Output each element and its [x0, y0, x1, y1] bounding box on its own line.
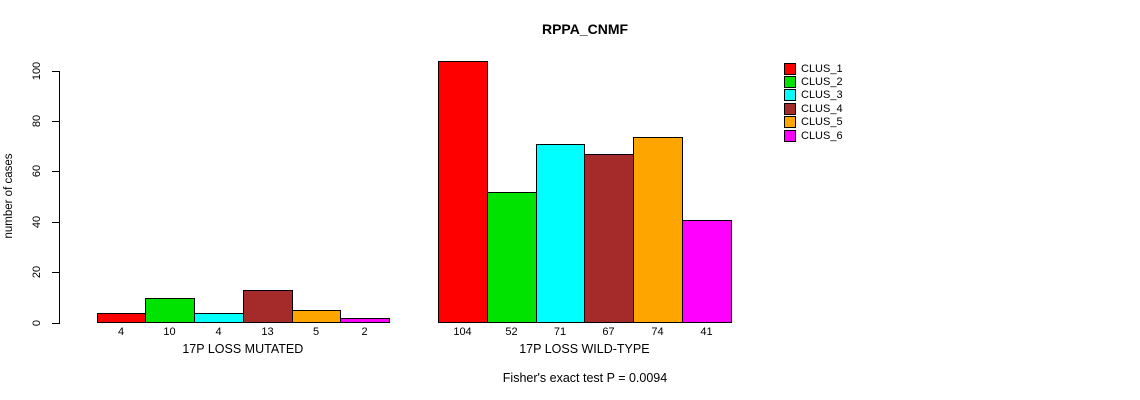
y-axis-tick-label: 40	[31, 215, 43, 229]
legend-item-clus_1: CLUS_1	[784, 62, 843, 75]
bar-clus_3	[194, 313, 244, 323]
bar-clus_6	[682, 220, 732, 323]
legend-label: CLUS_5	[801, 116, 843, 129]
y-axis-tick	[52, 71, 59, 72]
bar-value-label: 10	[163, 325, 176, 338]
bar-value-label: 4	[117, 325, 125, 338]
y-axis-tick	[52, 171, 59, 172]
bar-clus_5	[292, 310, 341, 323]
legend-item-clus_3: CLUS_3	[784, 89, 843, 102]
bar-value-label: 104	[453, 325, 472, 338]
bar-value-label: 67	[602, 325, 615, 338]
y-axis-tick	[52, 323, 59, 324]
group-label: 17P LOSS WILD-TYPE	[519, 341, 650, 356]
legend-label: CLUS_4	[801, 102, 843, 115]
group-label: 17P LOSS MUTATED	[182, 341, 304, 356]
bar-clus_4	[243, 290, 293, 323]
bar-value-label: 13	[261, 325, 274, 338]
bar-value-label: 2	[361, 325, 368, 338]
legend: CLUS_1 CLUS_2 CLUS_3 CLUS_4 CLUS_5 CLUS_6	[784, 62, 843, 142]
y-axis-tick	[52, 121, 59, 122]
legend-swatch	[784, 89, 796, 102]
bar-clus_5	[633, 137, 683, 323]
legend-label: CLUS_3	[801, 89, 843, 102]
y-axis-tick	[52, 222, 59, 223]
legend-item-clus_4: CLUS_4	[784, 102, 843, 115]
legend-item-clus_5: CLUS_5	[784, 116, 843, 129]
bar-clus_1	[97, 313, 146, 323]
bar-clus_6	[340, 318, 390, 323]
legend-swatch	[784, 76, 796, 89]
legend-swatch	[784, 116, 796, 129]
bar-value-label: 52	[505, 325, 518, 338]
fisher-test-annotation: Fisher's exact test P = 0.0094	[502, 371, 668, 385]
bar-value-label: 41	[700, 325, 713, 338]
legend-label: CLUS_2	[801, 76, 843, 89]
legend-label: CLUS_6	[801, 129, 843, 142]
bar-value-label: 5	[312, 325, 320, 338]
chart-title: RPPA_CNMF	[541, 21, 629, 37]
bar-value-label: 4	[215, 325, 222, 338]
bar-value-label: 74	[651, 325, 664, 338]
y-axis-label: number of cases	[3, 153, 15, 239]
y-axis-tick-label: 80	[31, 114, 43, 128]
bar-clus_2	[487, 192, 537, 323]
legend-label: CLUS_1	[801, 62, 843, 75]
bar-clus_4	[584, 154, 634, 323]
y-axis-tick-label: 0	[31, 319, 43, 327]
legend-swatch	[784, 62, 796, 75]
y-axis-tick-label: 100	[31, 61, 43, 81]
y-axis-line	[59, 71, 60, 324]
y-axis-tick-label: 20	[31, 265, 43, 279]
bar-clus_2	[145, 298, 195, 323]
legend-swatch	[784, 129, 796, 142]
legend-item-clus_2: CLUS_2	[784, 75, 843, 89]
bar-value-label: 71	[553, 325, 567, 338]
bar-clus_3	[536, 144, 585, 323]
legend-swatch	[784, 102, 796, 115]
y-axis-tick-label: 60	[31, 164, 43, 178]
legend-item-clus_6: CLUS_6	[784, 129, 843, 142]
y-axis-tick	[52, 272, 59, 273]
bar-clus_1	[438, 61, 488, 323]
